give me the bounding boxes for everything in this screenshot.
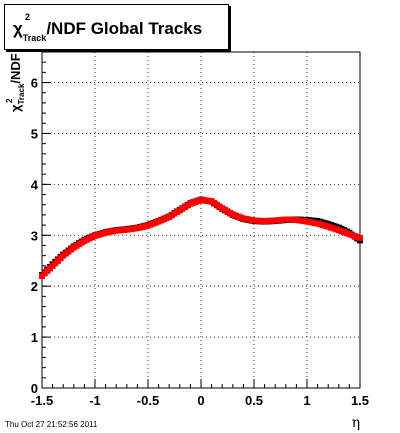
y-label-chi: χ (8, 104, 23, 112)
y-axis-label: χTrack/NDF 2 (5, 53, 26, 112)
red-data-point (357, 234, 363, 241)
data-markers (39, 196, 363, 279)
y-tick-label: 3 (31, 228, 38, 243)
y-tick-label: 4 (31, 177, 39, 192)
chart-title: χTrack/NDF Global Tracks 2 (13, 12, 202, 43)
x-tick-label: 1.5 (351, 393, 369, 408)
x-tick-label: 0 (197, 393, 204, 408)
x-tick-label: 0.5 (245, 393, 263, 408)
y-tick-label: 5 (31, 126, 38, 141)
axis-ticks (41, 51, 361, 389)
x-tick-label: 1 (303, 393, 310, 408)
title-sub: Track (23, 33, 48, 43)
y-label-rest: /NDF (8, 53, 23, 83)
title-sup: 2 (25, 12, 30, 22)
title-rest: /NDF Global Tracks (46, 19, 202, 38)
x-axis-label: η (352, 415, 360, 431)
y-tick-labels: 0 1 2 3 4 5 6 (31, 76, 39, 396)
x-tick-labels: -1.5 -1 -0.5 0 0.5 1 1.5 (31, 393, 369, 408)
y-tick-label: 2 (31, 279, 38, 294)
x-tick-label: -0.5 (137, 393, 159, 408)
y-label-sub: Track (17, 83, 26, 104)
svg-text:χTrack/NDF: χTrack/NDF (8, 53, 26, 112)
x-tick-label: -1.5 (31, 393, 53, 408)
y-label-sup: 2 (5, 98, 14, 103)
title-chi: χ (13, 19, 23, 38)
svg-text:χTrack/NDF Global Tracks: χTrack/NDF Global Tracks (13, 19, 202, 43)
y-tick-label: 6 (31, 76, 38, 91)
chart-title-box: χTrack/NDF Global Tracks 2 (4, 4, 229, 50)
y-tick-label: 1 (31, 330, 38, 345)
y-tick-label: 0 (31, 381, 38, 396)
timestamp-footer: Thu Oct 27 21:52:56 2011 (5, 420, 98, 429)
x-tick-label: -1 (89, 393, 101, 408)
